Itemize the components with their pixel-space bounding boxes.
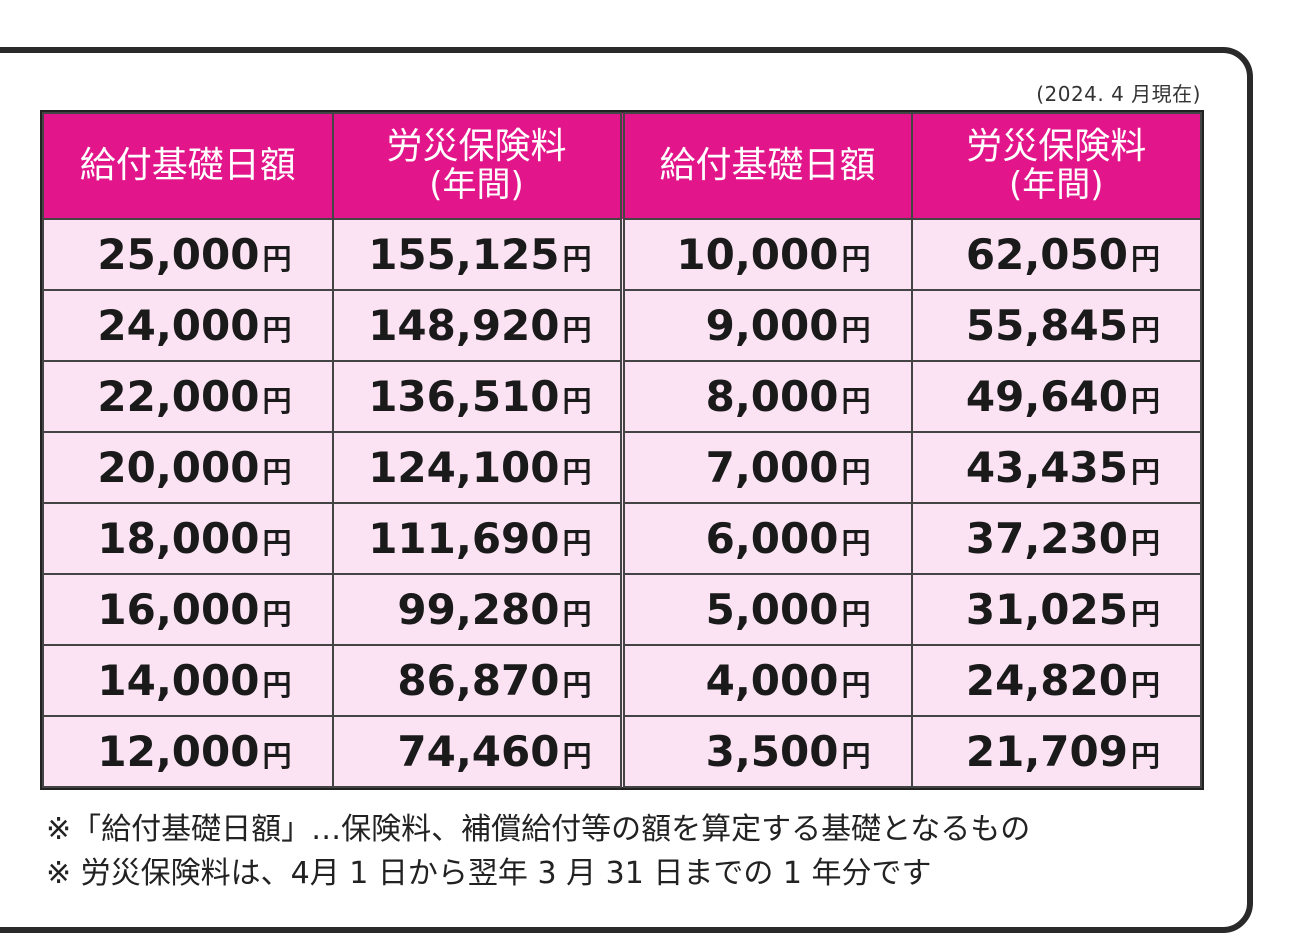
daily-base-cell: 18,000 円	[42, 502, 334, 575]
premium-cell: 43,435 円	[910, 431, 1202, 504]
premium-table-wrapper: 給付基礎日額 労災保険料 (年間) 給付基礎日額 労災保険料 (年間) 25,000…	[40, 110, 1204, 790]
premium-cell: 124,100 円	[331, 431, 625, 504]
premium-cell: 55,845 円	[910, 289, 1202, 362]
table-header-row: 給付基礎日額 労災保険料 (年間) 給付基礎日額 労災保険料 (年間)	[42, 112, 1202, 220]
daily-base-cell: 8,000 円	[619, 360, 913, 433]
as-of-date: (2024. 4 月現在)	[1036, 82, 1201, 106]
daily-base-cell: 14,000 円	[42, 644, 334, 717]
daily-base-cell: 16,000 円	[42, 573, 334, 646]
premium-cell: 49,640 円	[910, 360, 1202, 433]
daily-base-cell: 3,500 円	[619, 715, 913, 788]
daily-base-cell: 20,000 円	[42, 431, 334, 504]
daily-base-cell: 4,000 円	[619, 644, 913, 717]
premium-cell: 37,230 円	[910, 502, 1202, 575]
daily-base-cell: 5,000 円	[619, 573, 913, 646]
daily-base-cell: 12,000 円	[42, 715, 334, 788]
premium-cell: 62,050 円	[910, 218, 1202, 291]
premium-cell: 111,690 円	[331, 502, 625, 575]
header-premium: 労災保険料 (年間)	[910, 112, 1202, 220]
premium-cell: 86,870 円	[331, 644, 625, 717]
premium-cell: 99,280 円	[331, 573, 625, 646]
premium-cell: 136,510 円	[331, 360, 625, 433]
table-row: 22,000 円 136,510 円 8,000 円 49,640 円	[42, 360, 1202, 433]
premium-table: 給付基礎日額 労災保険料 (年間) 給付基礎日額 労災保険料 (年間) 25,000…	[42, 112, 1202, 788]
header-daily-base: 給付基礎日額	[42, 112, 334, 220]
daily-base-cell: 24,000 円	[42, 289, 334, 362]
table-row: 14,000 円 86,870 円 4,000 円 24,820 円	[42, 644, 1202, 717]
premium-cell: 24,820 円	[910, 644, 1202, 717]
footnote-premium-period: ※ 労災保険料は、4月 1 日から翌年 3 月 31 日までの 1 年分です	[46, 856, 932, 891]
premium-cell: 21,709 円	[910, 715, 1202, 788]
daily-base-cell: 7,000 円	[619, 431, 913, 504]
premium-cell: 74,460 円	[331, 715, 625, 788]
daily-base-cell: 9,000 円	[619, 289, 913, 362]
daily-base-cell: 22,000 円	[42, 360, 334, 433]
premium-cell: 148,920 円	[331, 289, 625, 362]
footnote-daily-base-definition: ※「給付基礎日額」…保険料、補償給付等の額を算定する基礎となるもの	[46, 812, 1031, 847]
table-row: 20,000 円 124,100 円 7,000 円 43,435 円	[42, 431, 1202, 504]
table-row: 18,000 円 111,690 円 6,000 円 37,230 円	[42, 502, 1202, 575]
daily-base-cell: 25,000 円	[42, 218, 334, 291]
header-daily-base: 給付基礎日額	[619, 112, 913, 220]
daily-base-cell: 6,000 円	[619, 502, 913, 575]
table-row: 25,000 円 155,125 円 10,000 円 62,050 円	[42, 218, 1202, 291]
premium-cell: 155,125 円	[331, 218, 625, 291]
footnotes: ※「給付基礎日額」…保険料、補償給付等の額を算定する基礎となるもの ※ 労災保険…	[46, 808, 1030, 896]
header-premium: 労災保険料 (年間)	[331, 112, 625, 220]
table-row: 12,000 円 74,460 円 3,500 円 21,709 円	[42, 715, 1202, 788]
daily-base-cell: 10,000 円	[619, 218, 913, 291]
table-row: 24,000 円 148,920 円 9,000 円 55,845 円	[42, 289, 1202, 362]
premium-cell: 31,025 円	[910, 573, 1202, 646]
table-row: 16,000 円 99,280 円 5,000 円 31,025 円	[42, 573, 1202, 646]
